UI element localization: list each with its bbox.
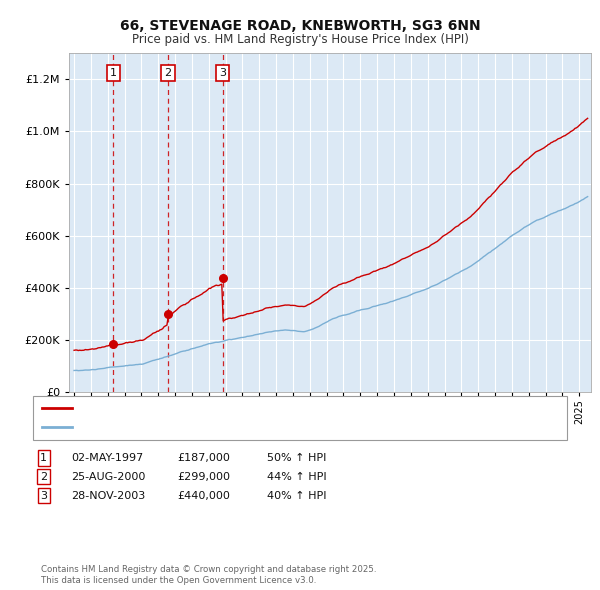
- Text: 3: 3: [219, 68, 226, 78]
- Text: HPI: Average price, detached house, North Hertfordshire: HPI: Average price, detached house, Nort…: [79, 422, 374, 431]
- Text: 66, STEVENAGE ROAD, KNEBWORTH, SG3 6NN: 66, STEVENAGE ROAD, KNEBWORTH, SG3 6NN: [119, 19, 481, 34]
- Text: Contains HM Land Registry data © Crown copyright and database right 2025.
This d: Contains HM Land Registry data © Crown c…: [41, 565, 376, 585]
- Text: 25-AUG-2000: 25-AUG-2000: [71, 472, 145, 481]
- Text: 50% ↑ HPI: 50% ↑ HPI: [267, 453, 326, 463]
- Text: 2: 2: [164, 68, 172, 78]
- Text: 1: 1: [110, 68, 117, 78]
- Text: 3: 3: [40, 491, 47, 500]
- Text: 66, STEVENAGE ROAD, KNEBWORTH, SG3 6NN (detached house): 66, STEVENAGE ROAD, KNEBWORTH, SG3 6NN (…: [79, 403, 416, 412]
- Text: £299,000: £299,000: [177, 472, 230, 481]
- Text: 40% ↑ HPI: 40% ↑ HPI: [267, 491, 326, 500]
- Text: 02-MAY-1997: 02-MAY-1997: [71, 453, 143, 463]
- Text: 44% ↑ HPI: 44% ↑ HPI: [267, 472, 326, 481]
- Text: 1: 1: [40, 453, 47, 463]
- Text: Price paid vs. HM Land Registry's House Price Index (HPI): Price paid vs. HM Land Registry's House …: [131, 33, 469, 46]
- Text: 2: 2: [40, 472, 47, 481]
- Text: £187,000: £187,000: [177, 453, 230, 463]
- Text: 28-NOV-2003: 28-NOV-2003: [71, 491, 145, 500]
- Text: £440,000: £440,000: [177, 491, 230, 500]
